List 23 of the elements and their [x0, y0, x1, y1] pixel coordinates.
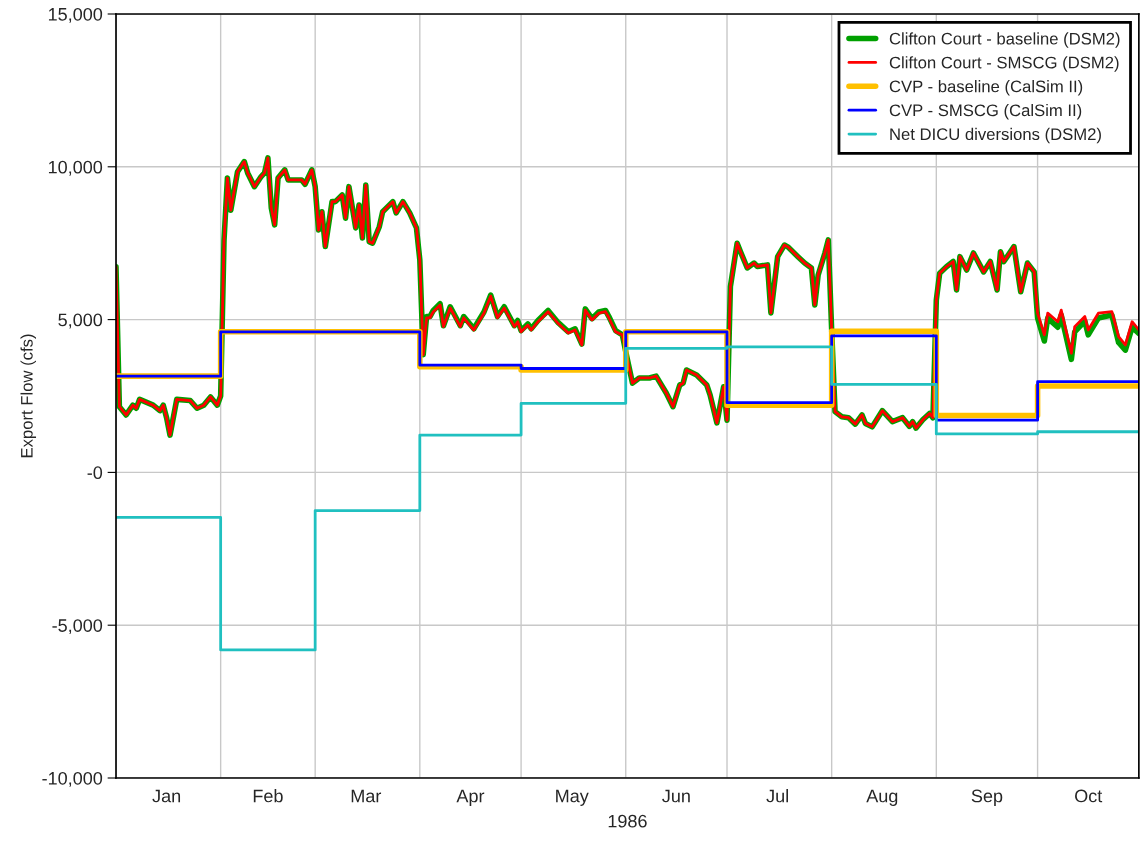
y-tick-label: 15,000	[48, 7, 103, 23]
x-tick-label: Feb	[253, 789, 283, 803]
legend-label: Clifton Court - baseline (DSM2)	[889, 32, 1120, 48]
legend-label: CVP - SMSCG (CalSim II)	[889, 103, 1082, 120]
y-axis-title: Export Flow (cfs)	[20, 334, 37, 458]
x-tick-label: Apr	[456, 789, 485, 806]
y-tick-label: 10,000	[48, 160, 103, 176]
x-tick-label: Aug	[866, 789, 898, 806]
legend-label: CVP - baseline (CalSim II)	[889, 80, 1083, 96]
y-tick-label: -5,000	[52, 619, 103, 635]
y-tick-label: -10,000	[42, 771, 103, 787]
x-tick-label: Jan	[152, 789, 181, 803]
x-tick-label: Jul	[766, 789, 788, 803]
y-tick-label: 5,000	[58, 313, 103, 329]
x-tick-label: Mar	[351, 789, 382, 803]
x-tick-label: Jun	[662, 789, 690, 803]
y-tick-label: -0	[87, 466, 103, 480]
x-tick-label: Sep	[971, 789, 1003, 806]
legend-label: Net DICU diversions (DSM2)	[890, 127, 1101, 144]
x-tick-label: May	[556, 789, 589, 806]
x-tick-label: Oct	[1075, 789, 1103, 803]
legend-label: Clifton Court - SMSCG (DSM2)	[889, 56, 1119, 72]
x-axis-title: 1986	[608, 814, 647, 828]
